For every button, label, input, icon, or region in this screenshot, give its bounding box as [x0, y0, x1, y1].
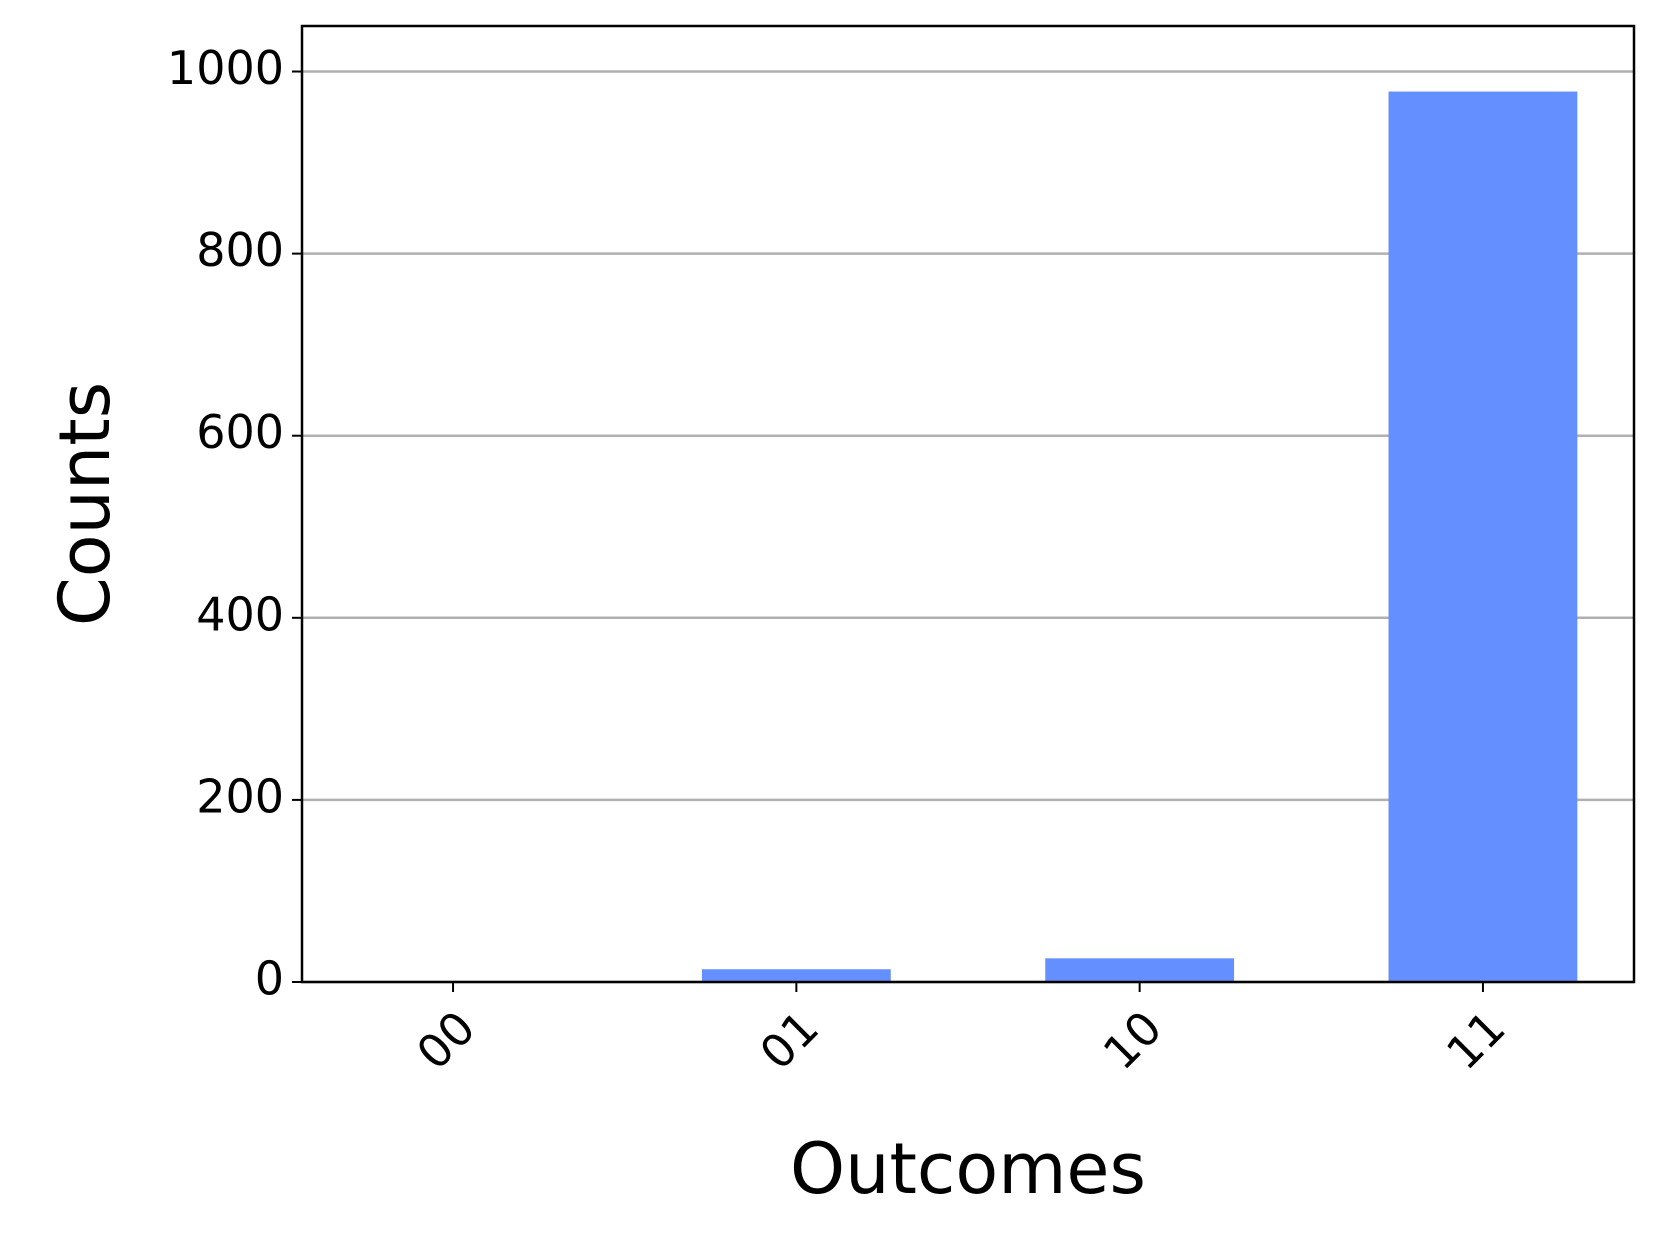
y-tick-label: 800	[196, 223, 284, 277]
y-tick-label: 200	[196, 769, 284, 823]
y-tick-label: 1000	[167, 41, 284, 95]
x-tick-label: 11	[1436, 1000, 1516, 1080]
plot-frame	[300, 24, 1636, 984]
x-axis-label: Outcomes	[790, 1128, 1146, 1210]
y-tick-label: 0	[255, 952, 284, 1006]
y-axis-label: Counts	[44, 382, 126, 626]
x-tick-label: 00	[406, 1000, 486, 1080]
bar	[701, 969, 891, 982]
y-tick-label: 600	[196, 405, 284, 459]
bar	[1045, 958, 1235, 982]
y-tick-label: 400	[196, 587, 284, 641]
bar	[1388, 91, 1578, 983]
x-tick-label: 10	[1093, 1000, 1173, 1080]
x-tick-label: 01	[749, 1000, 829, 1080]
